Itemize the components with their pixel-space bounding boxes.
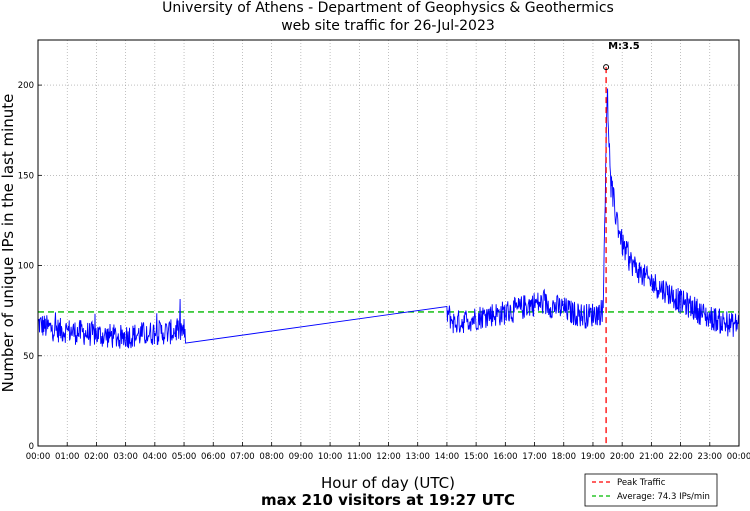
y-tick-label: 150 xyxy=(18,171,34,181)
y-tick-label: 100 xyxy=(18,262,34,272)
legend: Peak Traffic Average: 74.3 IPs/min xyxy=(584,473,718,507)
legend-box xyxy=(584,473,718,507)
plot-frame xyxy=(37,39,740,447)
peak-annotation: M:3.5 xyxy=(608,41,640,52)
x-tick-label: 17:00 xyxy=(522,452,547,462)
x-tick-label: 13:00 xyxy=(405,452,430,462)
x-tick-label: 00:00 xyxy=(727,452,750,462)
x-tick-label: 03:00 xyxy=(113,452,138,462)
x-tick-label: 22:00 xyxy=(668,452,693,462)
x-tick-label: 01:00 xyxy=(55,452,80,462)
legend-average-label: Average: 74.3 IPs/min xyxy=(617,492,710,502)
y-tick-label: 200 xyxy=(18,81,34,91)
x-tick-label: 23:00 xyxy=(698,452,723,462)
legend-peak-label: Peak Traffic xyxy=(617,478,666,488)
x-tick-label: 08:00 xyxy=(259,452,284,462)
x-tick-label: 21:00 xyxy=(639,452,664,462)
y-tick-label: 50 xyxy=(23,352,34,362)
peak-marker xyxy=(603,64,610,71)
y-tick-label: 0 xyxy=(29,442,34,452)
x-tick-label: 06:00 xyxy=(201,452,226,462)
x-axis-label: Hour of day (UTC) xyxy=(321,474,455,492)
traffic-series-line xyxy=(37,88,740,349)
max-visitors-caption: max 210 visitors at 19:27 UTC xyxy=(261,491,515,509)
x-tick-label: 07:00 xyxy=(230,452,255,462)
x-tick-label: 15:00 xyxy=(464,452,489,462)
x-tick-label: 20:00 xyxy=(610,452,635,462)
x-axis-ticks: 00:00 01:00 02:00 03:00 04:00 05:00 06:00 07:00… xyxy=(26,442,750,462)
x-tick-label: 10:00 xyxy=(318,452,343,462)
chart-title-line-2: web site traffic for 26-Jul-2023 xyxy=(281,18,495,34)
x-tick-label: 14:00 xyxy=(435,452,460,462)
x-tick-label: 04:00 xyxy=(143,452,168,462)
x-tick-label: 18:00 xyxy=(552,452,577,462)
x-tick-label: 09:00 xyxy=(289,452,314,462)
x-tick-label: 11:00 xyxy=(347,452,372,462)
x-tick-label: 16:00 xyxy=(493,452,518,462)
x-tick-label: 19:00 xyxy=(581,452,606,462)
x-tick-label: 12:00 xyxy=(376,452,401,462)
y-axis-label: Number of unique IPs in the last minute xyxy=(0,94,17,393)
x-tick-label: 02:00 xyxy=(84,452,109,462)
chart-title-line-1: University of Athens - Department of Geo… xyxy=(162,0,614,16)
x-tick-label: 00:00 xyxy=(26,452,51,462)
x-tick-label: 05:00 xyxy=(172,452,197,462)
